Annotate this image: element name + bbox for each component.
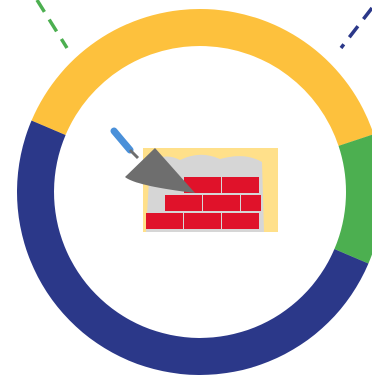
icon-brick-4	[241, 195, 261, 211]
icon-brick-0	[184, 177, 221, 193]
leader-line-1	[339, 6, 372, 50]
leader-line-0	[35, 0, 69, 49]
icon-trowel-handle	[110, 127, 134, 154]
donut-slice-2	[334, 134, 372, 264]
donut-slice-1	[31, 9, 372, 146]
icon-brick-1	[222, 177, 259, 193]
icon-brick-3	[203, 195, 240, 211]
icon-brick-5	[146, 213, 183, 229]
icon-brick-7	[222, 213, 259, 229]
leader-lines	[35, 0, 372, 50]
donut-slices	[16, 9, 372, 375]
brick-wall-trowel-icon	[110, 127, 278, 232]
icon-trowel-blade	[125, 148, 195, 193]
icon-trowel-shank	[128, 148, 140, 160]
donut-slice-0	[16, 120, 369, 375]
icon-brick-2	[165, 195, 202, 211]
icon-brick-6	[184, 213, 221, 229]
